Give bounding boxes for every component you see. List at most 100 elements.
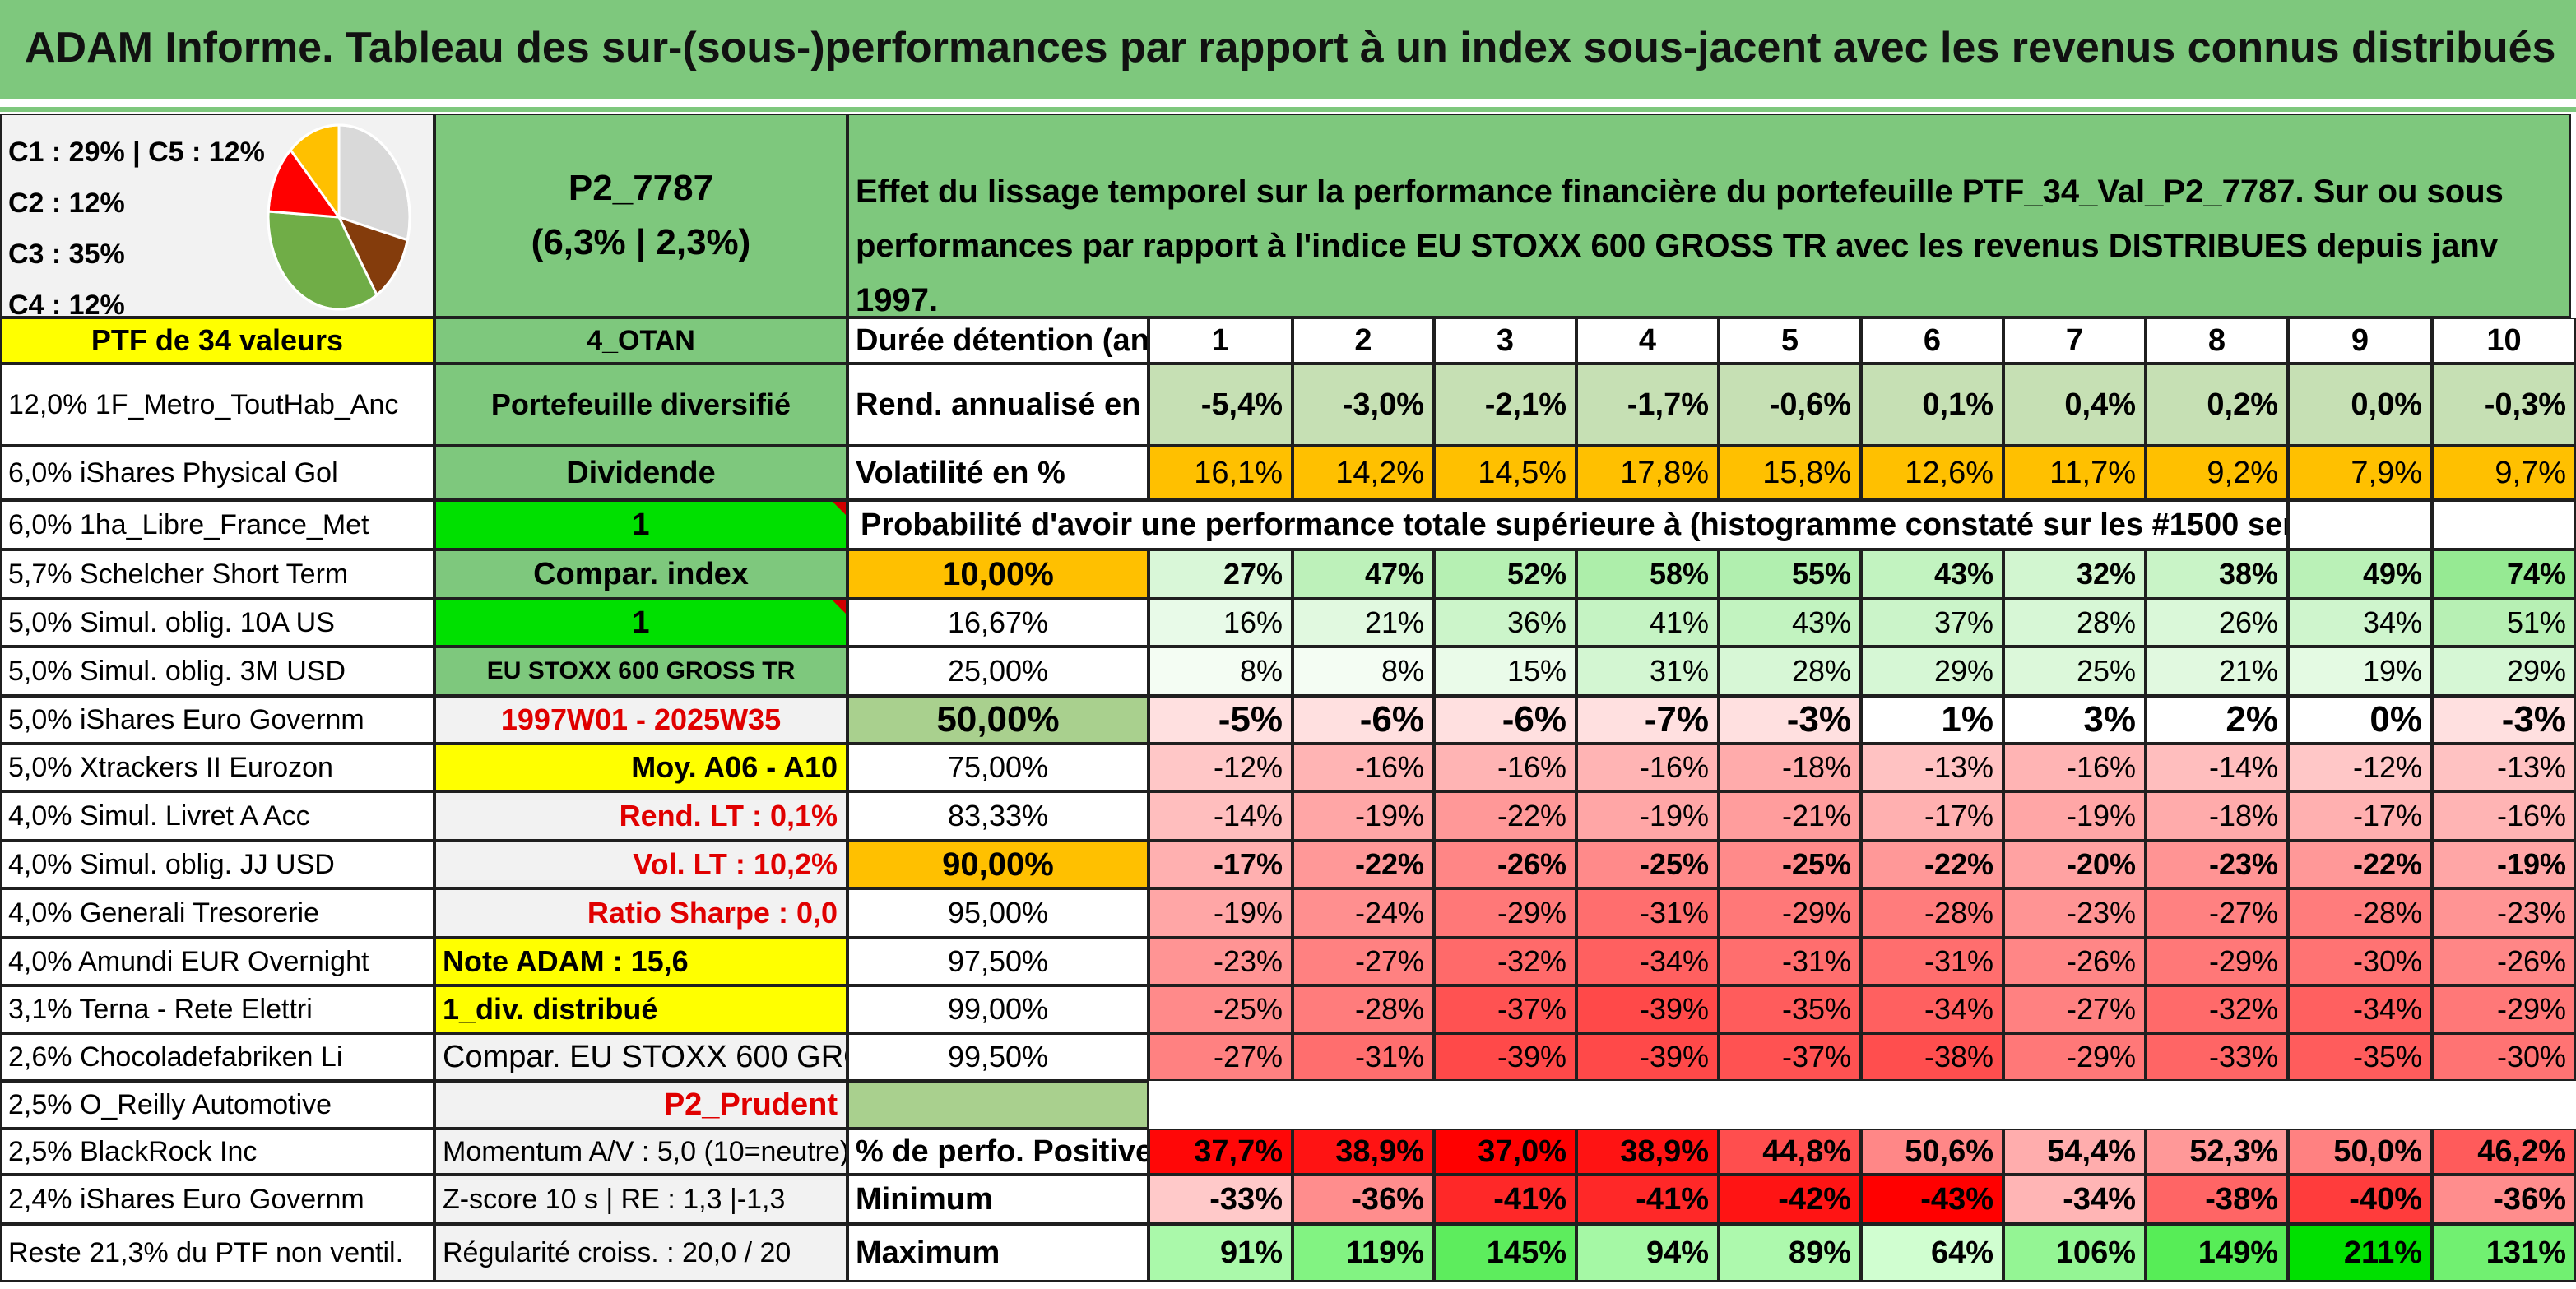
- probability-value: -29%: [2003, 1033, 2146, 1081]
- probability-value: 3%: [2003, 696, 2146, 744]
- min-value: -34%: [2003, 1175, 2146, 1224]
- probability-value: 41%: [1576, 599, 1719, 647]
- indicator-cell: EU STOXX 600 GROSS TR: [434, 647, 847, 696]
- allocation-pie-chart: [267, 123, 411, 311]
- rend-value: -0,6%: [1719, 364, 1861, 446]
- probability-value: -19%: [1149, 888, 1293, 938]
- probability-value: -31%: [1861, 938, 2003, 985]
- otan-cell: 4_OTAN: [434, 318, 847, 364]
- rend-value: -2,1%: [1434, 364, 1576, 446]
- holding-row: 2,4% iShares Euro Governm: [0, 1175, 434, 1224]
- pos-value: 37,7%: [1149, 1129, 1293, 1175]
- probability-value: -3%: [2432, 696, 2576, 744]
- probability-value: -23%: [2432, 888, 2576, 938]
- holding-row: 5,0% Xtrackers II Eurozon: [0, 744, 434, 791]
- probability-value: -22%: [1293, 841, 1434, 888]
- probability-value: -22%: [1434, 791, 1576, 841]
- indicator-cell: Rend. LT : 0,1%: [434, 791, 847, 841]
- probability-value: -37%: [1719, 1033, 1861, 1081]
- year-header: 2: [1293, 318, 1434, 364]
- empty-cell: [847, 1081, 1149, 1129]
- holding-row: 4,0% Generali Tresorerie: [0, 888, 434, 938]
- allocation-block: C1 : 29% | C5 : 12% C2 : 12% C3 : 35% C4…: [0, 114, 434, 318]
- probability-value: 37%: [1861, 599, 2003, 647]
- max-value: 131%: [2432, 1224, 2576, 1282]
- probability-value: -19%: [1293, 791, 1434, 841]
- pie-legend-line: C1 : 29% | C5 : 12%: [8, 137, 265, 168]
- probability-value: 58%: [1576, 549, 1719, 599]
- quantile-label: 99,00%: [847, 985, 1149, 1033]
- max-value: 149%: [2146, 1224, 2288, 1282]
- pie-legend-line: C3 : 35%: [8, 239, 125, 270]
- probability-value: -39%: [1576, 985, 1719, 1033]
- probability-value: -27%: [1293, 938, 1434, 985]
- probability-value: 51%: [2432, 599, 2576, 647]
- rend-value: 0,2%: [2146, 364, 2288, 446]
- probability-value: -16%: [2432, 791, 2576, 841]
- pos-value: 54,4%: [2003, 1129, 2146, 1175]
- probability-value: -17%: [1861, 791, 2003, 841]
- probability-value: -38%: [1861, 1033, 2003, 1081]
- probability-value: -19%: [2432, 841, 2576, 888]
- probability-value: -18%: [2146, 791, 2288, 841]
- min-value: -40%: [2288, 1175, 2432, 1224]
- probability-value: 0%: [2288, 696, 2432, 744]
- indicator-cell: Compar. EU STOXX 600 GROSS TR: [434, 1033, 847, 1081]
- probability-value: 26%: [2146, 599, 2288, 647]
- report-title: ADAM Informe. Tableau des sur-(sous-)per…: [25, 24, 2556, 72]
- probability-value: -34%: [2288, 985, 2432, 1033]
- empty-cell: [1149, 1081, 2576, 1129]
- probability-value: -16%: [1576, 744, 1719, 791]
- holding-row: 4,0% Simul. Livret A Acc: [0, 791, 434, 841]
- holding-row: 2,5% O_Reilly Automotive: [0, 1081, 434, 1129]
- empty-cell: [2288, 500, 2432, 549]
- probability-value: -26%: [1434, 841, 1576, 888]
- quantile-label: 95,00%: [847, 888, 1149, 938]
- probability-value: -28%: [1293, 985, 1434, 1033]
- probability-value: 25%: [2003, 647, 2146, 696]
- year-header: 6: [1861, 318, 2003, 364]
- probability-value: 34%: [2288, 599, 2432, 647]
- indicator-cell: Z-score 10 s | RE : 1,3 |-1,3: [434, 1175, 847, 1224]
- probability-value: -14%: [1149, 791, 1293, 841]
- portfolio-code-cell: P2_7787 (6,3% | 2,3%): [434, 114, 847, 318]
- probability-value: 74%: [2432, 549, 2576, 599]
- indicator-cell: Régularité croiss. : 20,0 / 20: [434, 1224, 847, 1282]
- indicator-cell: Vol. LT : 10,2%: [434, 841, 847, 888]
- probability-value: -32%: [1434, 938, 1576, 985]
- probability-value: 21%: [2146, 647, 2288, 696]
- min-value: -42%: [1719, 1175, 1861, 1224]
- year-header: 9: [2288, 318, 2432, 364]
- probability-value: 38%: [2146, 549, 2288, 599]
- probability-value: -21%: [1719, 791, 1861, 841]
- min-value: -41%: [1576, 1175, 1719, 1224]
- probability-value: 55%: [1719, 549, 1861, 599]
- pos-value: 38,9%: [1293, 1129, 1434, 1175]
- quantile-label: 50,00%: [847, 696, 1149, 744]
- probability-value: -6%: [1293, 696, 1434, 744]
- probability-value: -26%: [2432, 938, 2576, 985]
- vol-label: Volatilité en %: [847, 446, 1149, 500]
- probability-value: -31%: [1576, 888, 1719, 938]
- title-banner: ADAM Informe. Tableau des sur-(sous-)per…: [0, 0, 2576, 99]
- probability-value: -39%: [1576, 1033, 1719, 1081]
- probability-value: 29%: [2432, 647, 2576, 696]
- pie-legend-line: C2 : 12%: [8, 188, 125, 219]
- probability-title: Probabilité d'avoir une performance tota…: [847, 500, 2288, 549]
- probability-value: -17%: [2288, 791, 2432, 841]
- probability-value: 19%: [2288, 647, 2432, 696]
- quantile-label: 97,50%: [847, 938, 1149, 985]
- rend-value: 0,1%: [1861, 364, 2003, 446]
- vol-value: 11,7%: [2003, 446, 2146, 500]
- probability-value: -13%: [2432, 744, 2576, 791]
- probability-value: 29%: [1861, 647, 2003, 696]
- quantile-label: 99,50%: [847, 1033, 1149, 1081]
- indicator-cell: 1_div. distribué: [434, 985, 847, 1033]
- probability-value: -16%: [1434, 744, 1576, 791]
- probability-value: -34%: [1861, 985, 2003, 1033]
- vol-value: 7,9%: [2288, 446, 2432, 500]
- probability-value: 36%: [1434, 599, 1576, 647]
- holding-row: 12,0% 1F_Metro_ToutHab_Anc: [0, 364, 434, 446]
- probability-value: -28%: [2288, 888, 2432, 938]
